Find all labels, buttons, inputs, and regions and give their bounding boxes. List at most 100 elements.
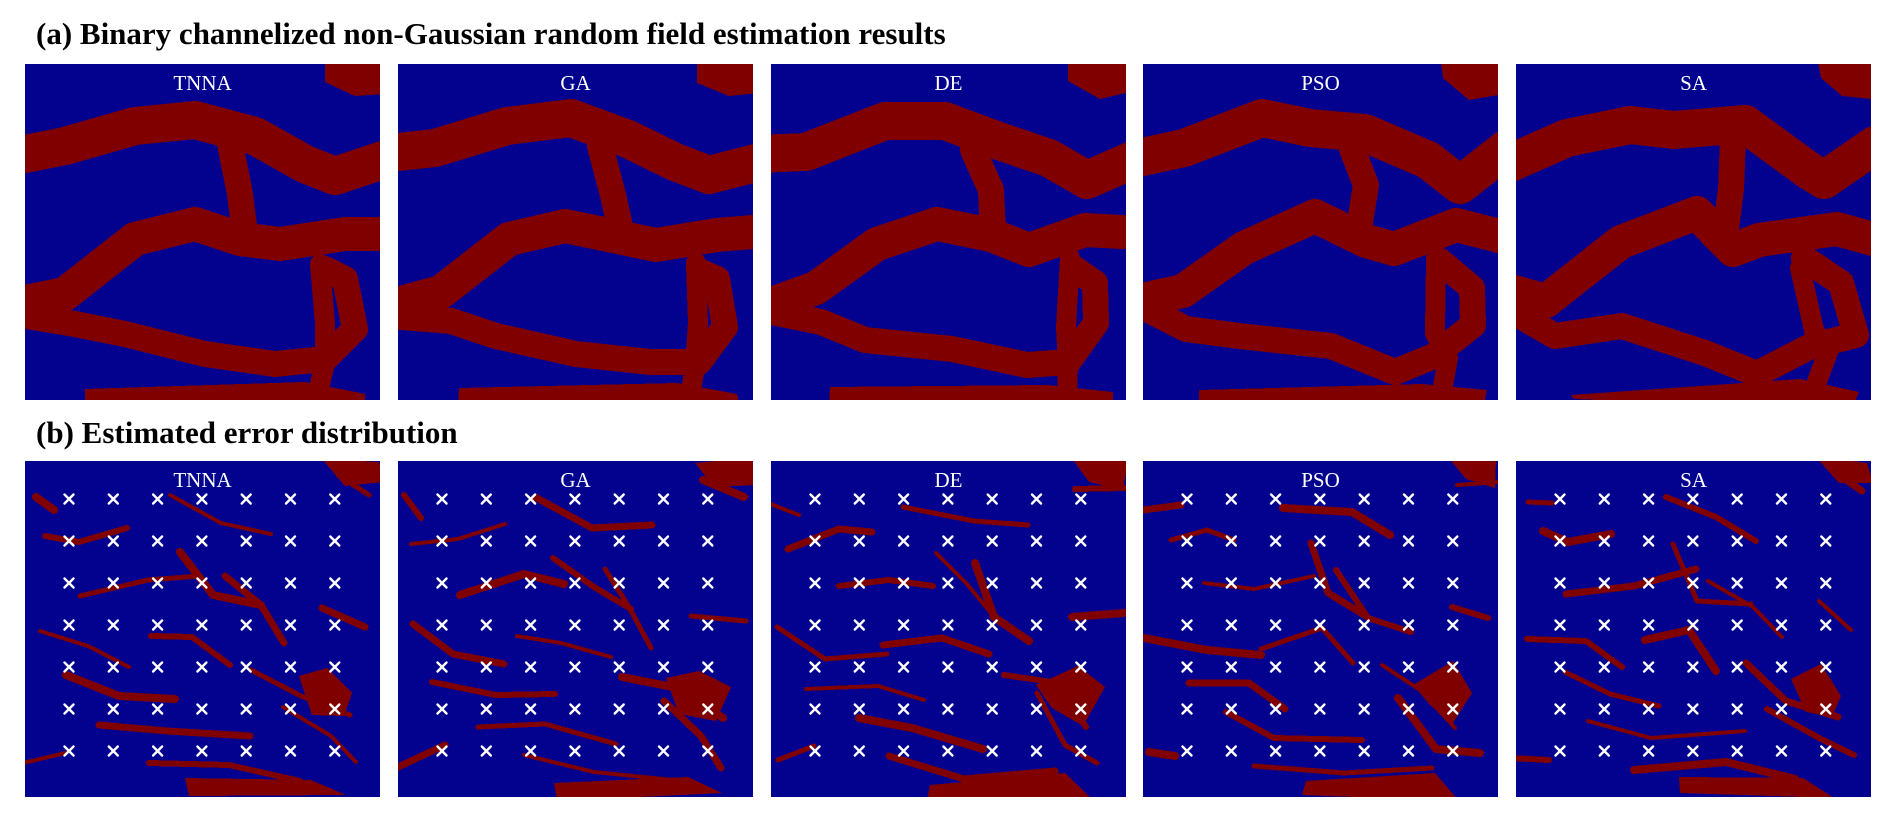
channel-error-3 [77, 573, 202, 599]
channel-error-0 [1663, 494, 1759, 544]
sensor-marker-icon [1030, 745, 1043, 757]
sensor-marker-icon [1225, 577, 1238, 589]
channel-error-14 [688, 613, 749, 624]
channel-error-9 [855, 714, 987, 753]
sensor-marker-icon [1775, 577, 1788, 589]
sensor-marker-icon [1358, 535, 1370, 547]
channel-upper [25, 101, 380, 195]
sensor-marker-icon [897, 493, 910, 505]
sensor-marker-icon [480, 619, 493, 631]
sensor-marker-icon [1402, 493, 1415, 505]
sensor-marker-icon [1447, 493, 1459, 505]
sensor-marker-icon [1687, 745, 1699, 757]
sensor-marker-icon [569, 619, 581, 631]
channel-error-12 [32, 493, 58, 514]
sensor-marker-icon [151, 493, 164, 505]
sensor-marker-icon [436, 661, 448, 673]
channel-error-3 [1562, 565, 1700, 598]
sensor-marker-icon [569, 535, 581, 547]
channel-error-1 [42, 525, 130, 545]
sensor-marker-icon [897, 535, 910, 547]
sensor-marker-icon [480, 745, 493, 757]
sensor-marker-icon [657, 745, 670, 757]
sensor-marker-icon [284, 577, 297, 589]
sensor-marker-icon [284, 703, 297, 715]
sensor-marker-icon [1181, 493, 1193, 505]
sensor-marker-icon [1075, 493, 1087, 505]
channel-error-blob-b [1679, 777, 1833, 797]
sensor-marker-icon [809, 745, 821, 757]
channel-error-14 [1068, 609, 1126, 621]
channel-error-5 [1143, 634, 1265, 659]
sensor-marker-icon [1402, 577, 1415, 589]
sensor-marker-icon [63, 703, 75, 715]
sensor-marker-icon [1030, 703, 1043, 715]
sensor-marker-icon [1269, 703, 1282, 715]
sensor-marker-icon [1554, 577, 1566, 589]
channel-middle [1143, 199, 1498, 317]
channel-error-12 [401, 492, 424, 521]
channel-error-3 [456, 570, 568, 599]
channel-error-1 [409, 522, 507, 546]
sensor-marker-icon [853, 493, 866, 505]
sensor-marker-icon [436, 535, 448, 547]
channel-middle [1516, 196, 1871, 318]
sensor-marker-icon [897, 619, 910, 631]
sensor-marker-icon [1598, 535, 1611, 547]
sensor-marker-icon [1775, 703, 1788, 715]
sensor-marker-icon [151, 703, 164, 715]
sensor-marker-icon [196, 745, 208, 757]
sensor-marker-icon [853, 535, 866, 547]
sensor-marker-icon [1598, 577, 1611, 589]
sensor-marker-icon [63, 619, 75, 631]
sensor-marker-icon [1731, 535, 1743, 547]
sensor-marker-icon [702, 661, 714, 673]
sensor-marker-icon [480, 577, 493, 589]
channel-error-0 [900, 504, 1031, 528]
sensor-marker-icon [151, 661, 164, 673]
sensor-marker-icon [240, 703, 252, 715]
sensor-marker-icon [569, 577, 581, 589]
channel-bottom [829, 385, 1113, 400]
sensor-marker-icon [1269, 493, 1282, 505]
sensor-marker-icon [657, 493, 670, 505]
channel-error-11 [522, 753, 675, 782]
sensor-marker-icon [569, 745, 581, 757]
channel-error-blob-c [695, 461, 753, 487]
channel-corner [325, 64, 380, 96]
channel-error-4 [602, 566, 654, 651]
sensor-marker-icon [1554, 661, 1566, 673]
sensor-marker-icon [1687, 661, 1699, 673]
sensor-marker-icon [1402, 745, 1415, 757]
sensor-marker-icon [1269, 619, 1282, 631]
channel-error-3 [1202, 574, 1316, 591]
sensor-marker-icon [1402, 619, 1415, 631]
sensor-marker-icon [1447, 535, 1459, 547]
sensor-marker-icon [1225, 745, 1238, 757]
channel-error-5 [1524, 636, 1625, 670]
sensor-marker-icon [1731, 493, 1743, 505]
sensor-marker-icon [1030, 661, 1043, 673]
sensor-marker-icon [329, 745, 341, 757]
sensor-marker-icon [853, 619, 866, 631]
channel-error-4 [221, 572, 288, 647]
sensor-marker-icon [613, 661, 625, 673]
sensor-marker-icon [942, 661, 954, 673]
sensor-marker-icon [107, 619, 120, 631]
sensor-marker-icon [1687, 703, 1699, 715]
channel-error-2 [1307, 539, 1370, 620]
sensor-marker-icon [1269, 535, 1282, 547]
sensor-marker-icon [151, 535, 164, 547]
sensor-marker-icon [1642, 535, 1655, 547]
sensor-marker-icon [1642, 703, 1655, 715]
channel-right [305, 254, 335, 400]
channel-error-4 [971, 559, 1033, 645]
sensor-marker-icon [1554, 745, 1566, 757]
sensor-marker-icon [986, 619, 998, 631]
sensor-marker-icon [1447, 745, 1459, 757]
channel-error-14 [1449, 604, 1491, 621]
sensor-marker-icon [1075, 619, 1087, 631]
sensor-marker-icon [63, 535, 75, 547]
channel-bottom [1199, 384, 1487, 400]
sensor-marker-icon [284, 535, 297, 547]
